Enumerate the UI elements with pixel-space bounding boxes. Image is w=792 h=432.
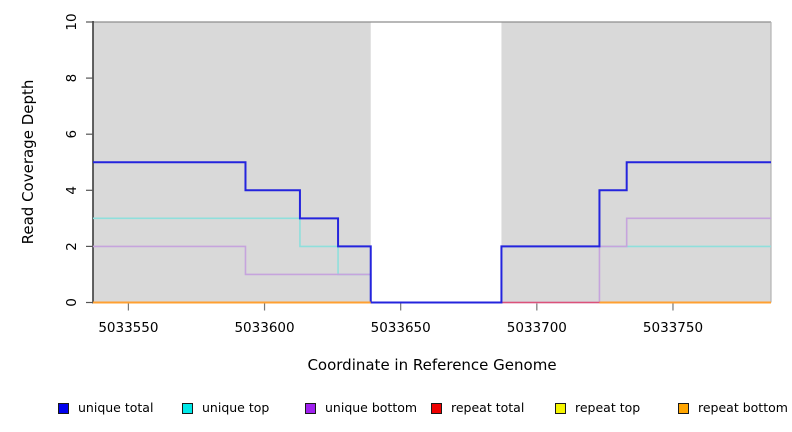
- legend-label: unique bottom: [325, 400, 418, 415]
- y-tick-label: 0: [64, 298, 80, 307]
- legend-label: unique total: [78, 400, 154, 415]
- repeat-bottom-swatch: [678, 402, 689, 414]
- legend-label: repeat bottom: [698, 400, 788, 415]
- legend-label: unique top: [202, 400, 270, 415]
- legend-item-unique-total: unique total: [58, 401, 153, 415]
- repeat-total-swatch: [431, 402, 442, 414]
- legend-item-unique-top: unique top: [182, 401, 269, 415]
- x-tick-label: 5033550: [98, 320, 158, 336]
- series-lines-layer: [93, 161, 771, 304]
- x-tick-label: 5033600: [234, 320, 294, 336]
- y-tick-label: 10: [64, 13, 80, 30]
- legend-item-repeat-bottom: repeat bottom: [678, 401, 788, 415]
- x-tick-label: 5033750: [643, 320, 703, 336]
- y-tick-label: 8: [64, 74, 80, 83]
- y-tick-label: 2: [64, 242, 80, 251]
- x-tick-label: 5033650: [371, 320, 431, 336]
- unique-top-swatch: [182, 402, 193, 414]
- unique-bottom-swatch: [305, 402, 316, 414]
- unique-total-swatch: [58, 402, 69, 414]
- legend: unique total unique top unique bottom re…: [0, 401, 792, 421]
- y-axis-title: Read Coverage Depth: [19, 80, 37, 245]
- y-tick-label: 4: [64, 186, 80, 195]
- repeat-top-swatch: [555, 402, 566, 414]
- x-axis-title: Coordinate in Reference Genome: [307, 356, 556, 374]
- coverage-plot: 0 2 4 6 8 10 5033550 5033600 5033650 5033700 50337…: [19, 13, 772, 374]
- x-tick-label: 5033700: [507, 320, 567, 336]
- series-line-unique-total: [93, 161, 771, 304]
- y-tick-label: 6: [64, 130, 80, 139]
- axis-ticks-layer: 0 2 4 6 8 10 5033550 5033600 5033650 5033700 50337…: [64, 13, 703, 336]
- legend-label: repeat top: [575, 400, 641, 415]
- legend-item-unique-bottom: unique bottom: [305, 401, 417, 415]
- legend-item-repeat-total: repeat total: [431, 401, 524, 415]
- legend-item-repeat-top: repeat top: [555, 401, 640, 415]
- legend-label: repeat total: [451, 400, 525, 415]
